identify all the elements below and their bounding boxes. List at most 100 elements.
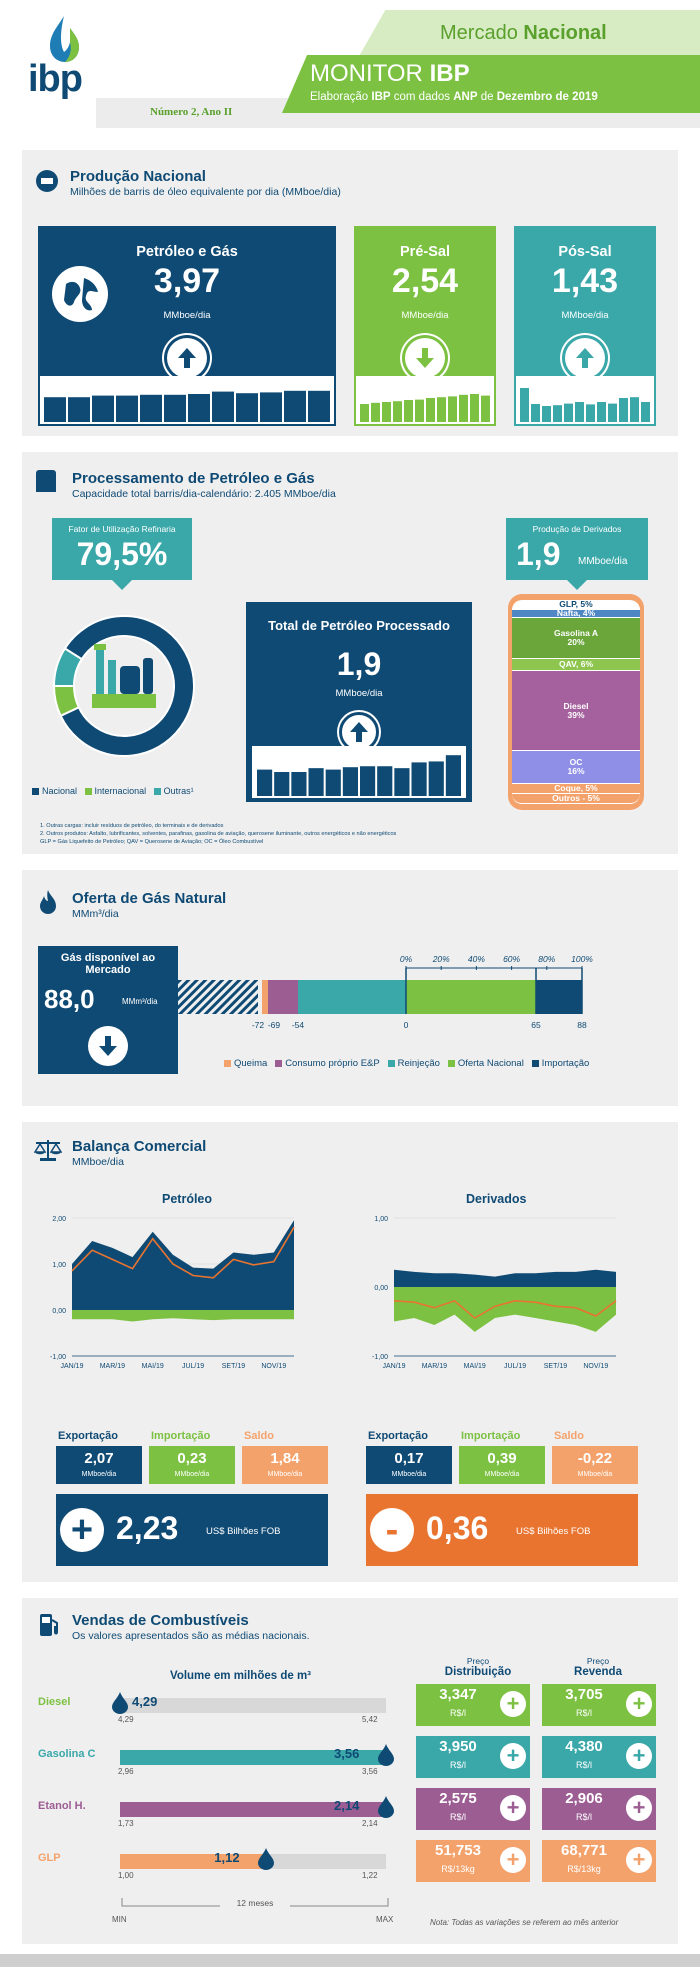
balanca-unit: MMboe/dia xyxy=(484,1471,520,1478)
volume-min: 2,96 xyxy=(118,1767,134,1776)
value-tick-label: -69 xyxy=(268,1020,281,1030)
derivados-label: Produção de Derivados xyxy=(532,524,622,534)
balanca-subtitle: MMboe/dia xyxy=(72,1156,124,1168)
balanca-box-saldo xyxy=(242,1446,328,1484)
flame-icon xyxy=(40,890,56,914)
legend-nacional: Nacional xyxy=(42,786,78,796)
balanca-imp_label: Importação xyxy=(461,1430,521,1442)
drop-shape xyxy=(378,1744,394,1766)
export-area xyxy=(394,1269,616,1287)
plus-icon: + xyxy=(626,1847,652,1873)
prod-bar xyxy=(284,390,306,422)
y-tick-label: 0,00 xyxy=(374,1285,388,1292)
balanca-value-imp: 0,23 xyxy=(177,1450,207,1467)
gas-disponivel-value: 88,0 xyxy=(44,984,95,1014)
footnote-2: 2. Outros produtos: Asfalto, lubrificant… xyxy=(40,831,397,837)
prod-bar xyxy=(393,401,402,422)
processamento-title: Processamento de Petróleo e Gás xyxy=(72,470,315,487)
petroleo-balance-chart: 2,00 1,00 0,00 -1,00 JAN/19 MAR/19 MAI/19 JUL/1… xyxy=(50,1216,295,1370)
price-unit-dist: R$/13kg xyxy=(441,1864,475,1874)
balanca-box-saldo xyxy=(552,1446,638,1484)
prod-card-title: Pré-Sal xyxy=(400,244,450,260)
producao-title: Produção Nacional xyxy=(70,168,206,185)
import-area xyxy=(394,1287,616,1332)
balanca-value-imp: 0,39 xyxy=(487,1450,517,1467)
fuel-name: Diesel xyxy=(38,1696,71,1708)
x-tick-label: MAR/19 xyxy=(100,1363,125,1370)
balanca-value-exp: 2,07 xyxy=(84,1450,114,1467)
derivados-chart-title: Derivados xyxy=(466,1192,527,1206)
x-tick-label: JUL/19 xyxy=(182,1363,204,1370)
x-tick-label: MAI/19 xyxy=(464,1363,486,1370)
prod-bar xyxy=(553,405,562,422)
total-bar xyxy=(257,769,273,796)
x-tick-label: NOV/19 xyxy=(583,1363,608,1370)
derivados-balance-chart: 1,00 0,00 -1,00 JAN/19 MAR/19 MAI/19 JUL/19 SET… xyxy=(372,1216,617,1370)
fator-callout xyxy=(52,518,192,580)
pct-tick-label: 60% xyxy=(503,954,520,964)
derivados-callout xyxy=(506,518,648,580)
total-bar xyxy=(445,755,461,796)
balanca-box-exp xyxy=(56,1446,142,1484)
drop-shape xyxy=(378,1796,394,1818)
drop-icon xyxy=(378,1796,394,1818)
saldo-line xyxy=(71,1226,295,1279)
legend-importacao: Importação xyxy=(541,1058,590,1069)
total-bar xyxy=(411,762,427,796)
petroleo-chart-title: Petróleo xyxy=(162,1192,213,1206)
prod-bar xyxy=(586,404,595,422)
derivados-pointer xyxy=(567,580,587,590)
prod-bar xyxy=(44,397,66,422)
price-value-rev: 4,380 xyxy=(565,1738,603,1755)
x-tick-label: NOV/19 xyxy=(261,1363,286,1370)
total-bar xyxy=(325,769,341,796)
trend-up-arrow xyxy=(167,338,207,378)
volume-fill xyxy=(120,1802,386,1817)
prod-bar xyxy=(520,388,529,422)
barrel-segment: Diesel 39% xyxy=(512,671,640,751)
saldo-line xyxy=(393,1299,617,1320)
legend-swatch-importacao xyxy=(531,1059,539,1067)
edition-label: Número 2, Ano II xyxy=(150,106,233,118)
pct-tick-label: 100% xyxy=(571,954,593,964)
prod-bar xyxy=(140,394,162,422)
gas-title: Oferta de Gás Natural xyxy=(72,890,227,907)
price-unit-rev: R$/l xyxy=(575,1708,592,1718)
prod-bars xyxy=(44,390,330,422)
total-bar xyxy=(291,772,307,796)
x-tick-label: JUL/19 xyxy=(504,1363,526,1370)
legend-consumo: Consumo próprio E&P xyxy=(285,1058,380,1069)
fator-value: 79,5% xyxy=(76,536,168,572)
preco-label-rev: Preço xyxy=(586,1656,610,1666)
prod-bar xyxy=(426,398,435,422)
volume-value: 2,14 xyxy=(334,1798,360,1813)
y-tick-label: 1,00 xyxy=(52,1262,66,1269)
gas-segment-importacao xyxy=(536,980,582,1014)
value-tick-label: 0 xyxy=(404,1020,409,1030)
prod-bar xyxy=(308,390,330,422)
prod-bar xyxy=(459,394,468,422)
prod-card-value: 1,43 xyxy=(551,262,619,300)
meses-label: 12 meses xyxy=(220,1898,290,1908)
fator-pointer xyxy=(112,580,132,590)
prod-bar xyxy=(608,403,617,422)
arrow-down-icon xyxy=(99,1036,117,1056)
total-processado-title: Total de Petróleo Processado xyxy=(268,618,450,633)
barrel-segment: Coque, 5% xyxy=(512,783,640,794)
pct-tick-label: 80% xyxy=(538,954,555,964)
revenda-label: Revenda xyxy=(574,1666,622,1678)
y-tick-label: 0,00 xyxy=(52,1308,66,1315)
arrow-up-icon xyxy=(350,722,368,742)
prod-bar xyxy=(164,394,186,422)
balanca-exp_label: Exportação xyxy=(368,1430,428,1442)
producao-icon-inner xyxy=(41,178,53,184)
fob-unit: US$ Bilhões FOB xyxy=(206,1526,281,1537)
gas-offer-chart: 0% 20% 40% 60% 80% 100% -72 -69 -54 0 65 88 xyxy=(178,954,593,1030)
scale-icon xyxy=(34,1140,62,1161)
refinery-icon-large xyxy=(92,644,156,708)
barrel-segment: OC 16% xyxy=(512,750,640,784)
balanca-box-imp xyxy=(459,1446,545,1484)
balanca-box-imp xyxy=(149,1446,235,1484)
volume-max: 3,56 xyxy=(362,1767,378,1776)
y-tick-label: -1,00 xyxy=(372,1354,388,1361)
